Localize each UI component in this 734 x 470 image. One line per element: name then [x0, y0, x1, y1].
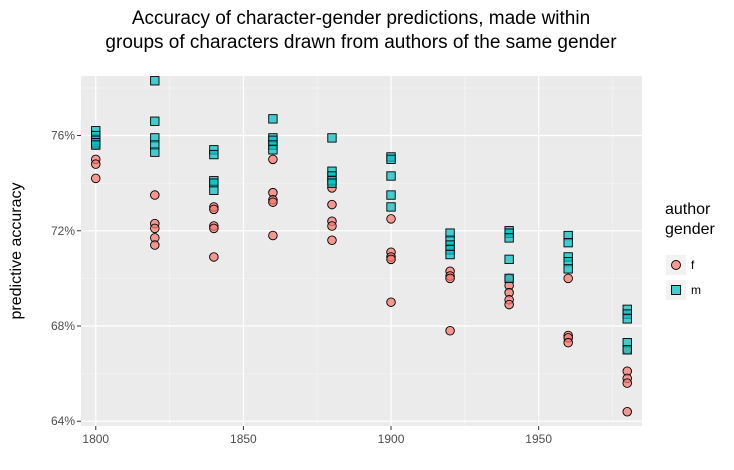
data-point-f: [209, 223, 219, 234]
data-point-m: [504, 233, 514, 243]
x-tick-label: 1950: [525, 432, 552, 446]
data-point-f: [622, 406, 632, 417]
data-point-f: [327, 235, 337, 246]
data-point-f: [445, 326, 455, 336]
x-tick-label: 1850: [230, 432, 257, 446]
minor-gridlines: [81, 76, 642, 426]
chart-title-line-2: groups of characters drawn from authors …: [105, 32, 617, 53]
data-point-f: [209, 204, 219, 215]
legend-key-m-marker: [671, 285, 681, 295]
x-tick-label: 1800: [82, 432, 109, 446]
legend-label-m: m: [691, 283, 701, 297]
data-point-m: [327, 178, 337, 188]
data-point-f: [91, 173, 101, 184]
data-point-m: [209, 185, 219, 195]
data-point-f: [386, 297, 396, 307]
data-point-f: [268, 197, 278, 207]
data-point-f: [504, 299, 514, 310]
data-point-m: [622, 345, 632, 355]
data-point-m: [504, 254, 514, 264]
data-point-m: [445, 249, 455, 260]
data-point-m: [386, 154, 396, 164]
y-tick-label: 68%: [51, 319, 75, 333]
data-point-m: [504, 273, 514, 284]
legend-key-f-marker: [671, 260, 681, 270]
data-point-m: [563, 264, 573, 274]
data-point-m: [386, 190, 396, 200]
data-point-f: [91, 159, 101, 169]
x-axis: 1800 1850 1900 1950: [82, 426, 552, 446]
data-point-m: [622, 314, 632, 324]
data-point-f: [327, 221, 337, 231]
data-point-f: [268, 154, 278, 165]
y-axis-title: predictive accuracy: [8, 183, 25, 320]
data-point-f: [209, 252, 219, 262]
legend-label-f: f: [691, 258, 695, 272]
data-point-m: [209, 149, 219, 160]
x-tick-label: 1900: [378, 432, 405, 446]
data-point-f: [563, 337, 573, 348]
data-point-m: [268, 114, 278, 124]
data-point-f: [150, 240, 160, 250]
data-point-m: [268, 145, 278, 155]
data-point-f: [386, 254, 396, 265]
y-tick-label: 76%: [51, 129, 75, 143]
data-point-f: [563, 273, 573, 284]
y-tick-label: 64%: [51, 414, 75, 428]
chart-title-line-1: Accuracy of character-gender predictions…: [132, 8, 590, 29]
data-point-f: [150, 190, 160, 200]
y-axis: 64% 68% 72% 76%: [51, 129, 81, 428]
data-point-m: [327, 133, 337, 143]
data-point-m: [150, 147, 160, 157]
legend-title-line-1: author: [665, 201, 711, 218]
legend-title-line-2: gender: [665, 221, 715, 238]
data-points: [91, 76, 632, 417]
data-point-f: [622, 378, 632, 388]
plot-panel: [81, 76, 642, 426]
data-point-f: [327, 199, 337, 210]
y-tick-label: 72%: [51, 224, 75, 238]
data-point-m: [91, 140, 101, 150]
data-point-f: [386, 214, 396, 224]
data-point-m: [386, 202, 396, 212]
data-point-f: [268, 230, 278, 241]
data-point-f: [445, 273, 455, 284]
data-point-m: [563, 238, 573, 248]
data-point-m: [386, 171, 396, 181]
legend: author gender f m: [665, 201, 715, 300]
data-point-m: [150, 76, 160, 86]
data-point-f: [150, 223, 160, 234]
data-point-m: [150, 116, 160, 126]
